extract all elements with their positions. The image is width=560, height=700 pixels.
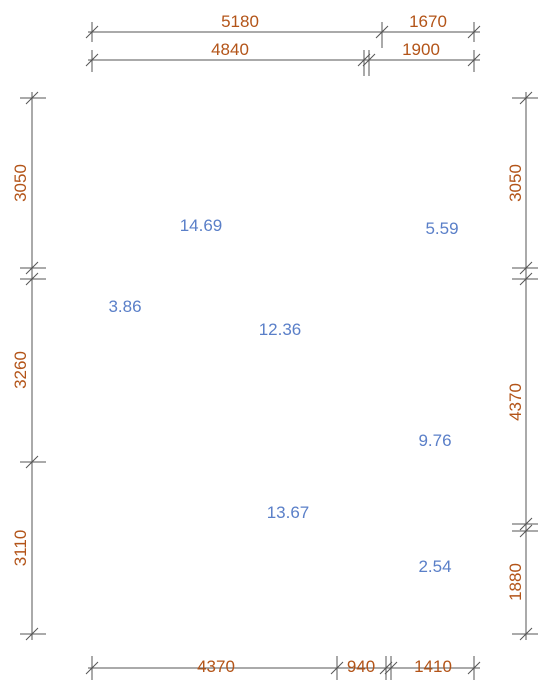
dim-right-a: 3050 bbox=[506, 164, 525, 202]
area-label: 9.76 bbox=[418, 431, 451, 450]
bottom-dimension-row: 4370 940 1410 bbox=[85, 656, 481, 680]
room-areas: 14.69 5.59 3.86 12.36 9.76 13.67 2.54 bbox=[108, 216, 458, 576]
area-label: 14.69 bbox=[180, 216, 223, 235]
area-label: 13.67 bbox=[267, 503, 310, 522]
left-dimension-column: 3050 3260 3110 bbox=[11, 91, 46, 641]
dim-left-b: 3260 bbox=[11, 351, 30, 389]
dim-bottom-a: 4370 bbox=[197, 657, 235, 676]
dim-right-c: 1880 bbox=[506, 563, 525, 601]
dim-bottom-b: 940 bbox=[347, 657, 375, 676]
dim-bottom-c: 1410 bbox=[414, 657, 452, 676]
dim-top-1-b: 1670 bbox=[409, 12, 447, 31]
dim-left-c: 3110 bbox=[11, 530, 30, 567]
top-dimension-row-2: 4840 1900 bbox=[85, 40, 481, 76]
dim-top-2-a: 4840 bbox=[211, 40, 249, 59]
area-label: 12.36 bbox=[259, 320, 302, 339]
area-label: 2.54 bbox=[418, 557, 451, 576]
top-dimension-row-1: 5180 1670 bbox=[85, 12, 481, 48]
area-label: 3.86 bbox=[108, 297, 141, 316]
dim-top-1-a: 5180 bbox=[221, 12, 259, 31]
right-dimension-column: 3050 4370 1880 bbox=[506, 91, 538, 641]
dim-top-2-b: 1900 bbox=[402, 40, 440, 59]
dim-right-b: 4370 bbox=[506, 383, 525, 421]
dim-left-a: 3050 bbox=[11, 164, 30, 202]
area-label: 5.59 bbox=[425, 219, 458, 238]
